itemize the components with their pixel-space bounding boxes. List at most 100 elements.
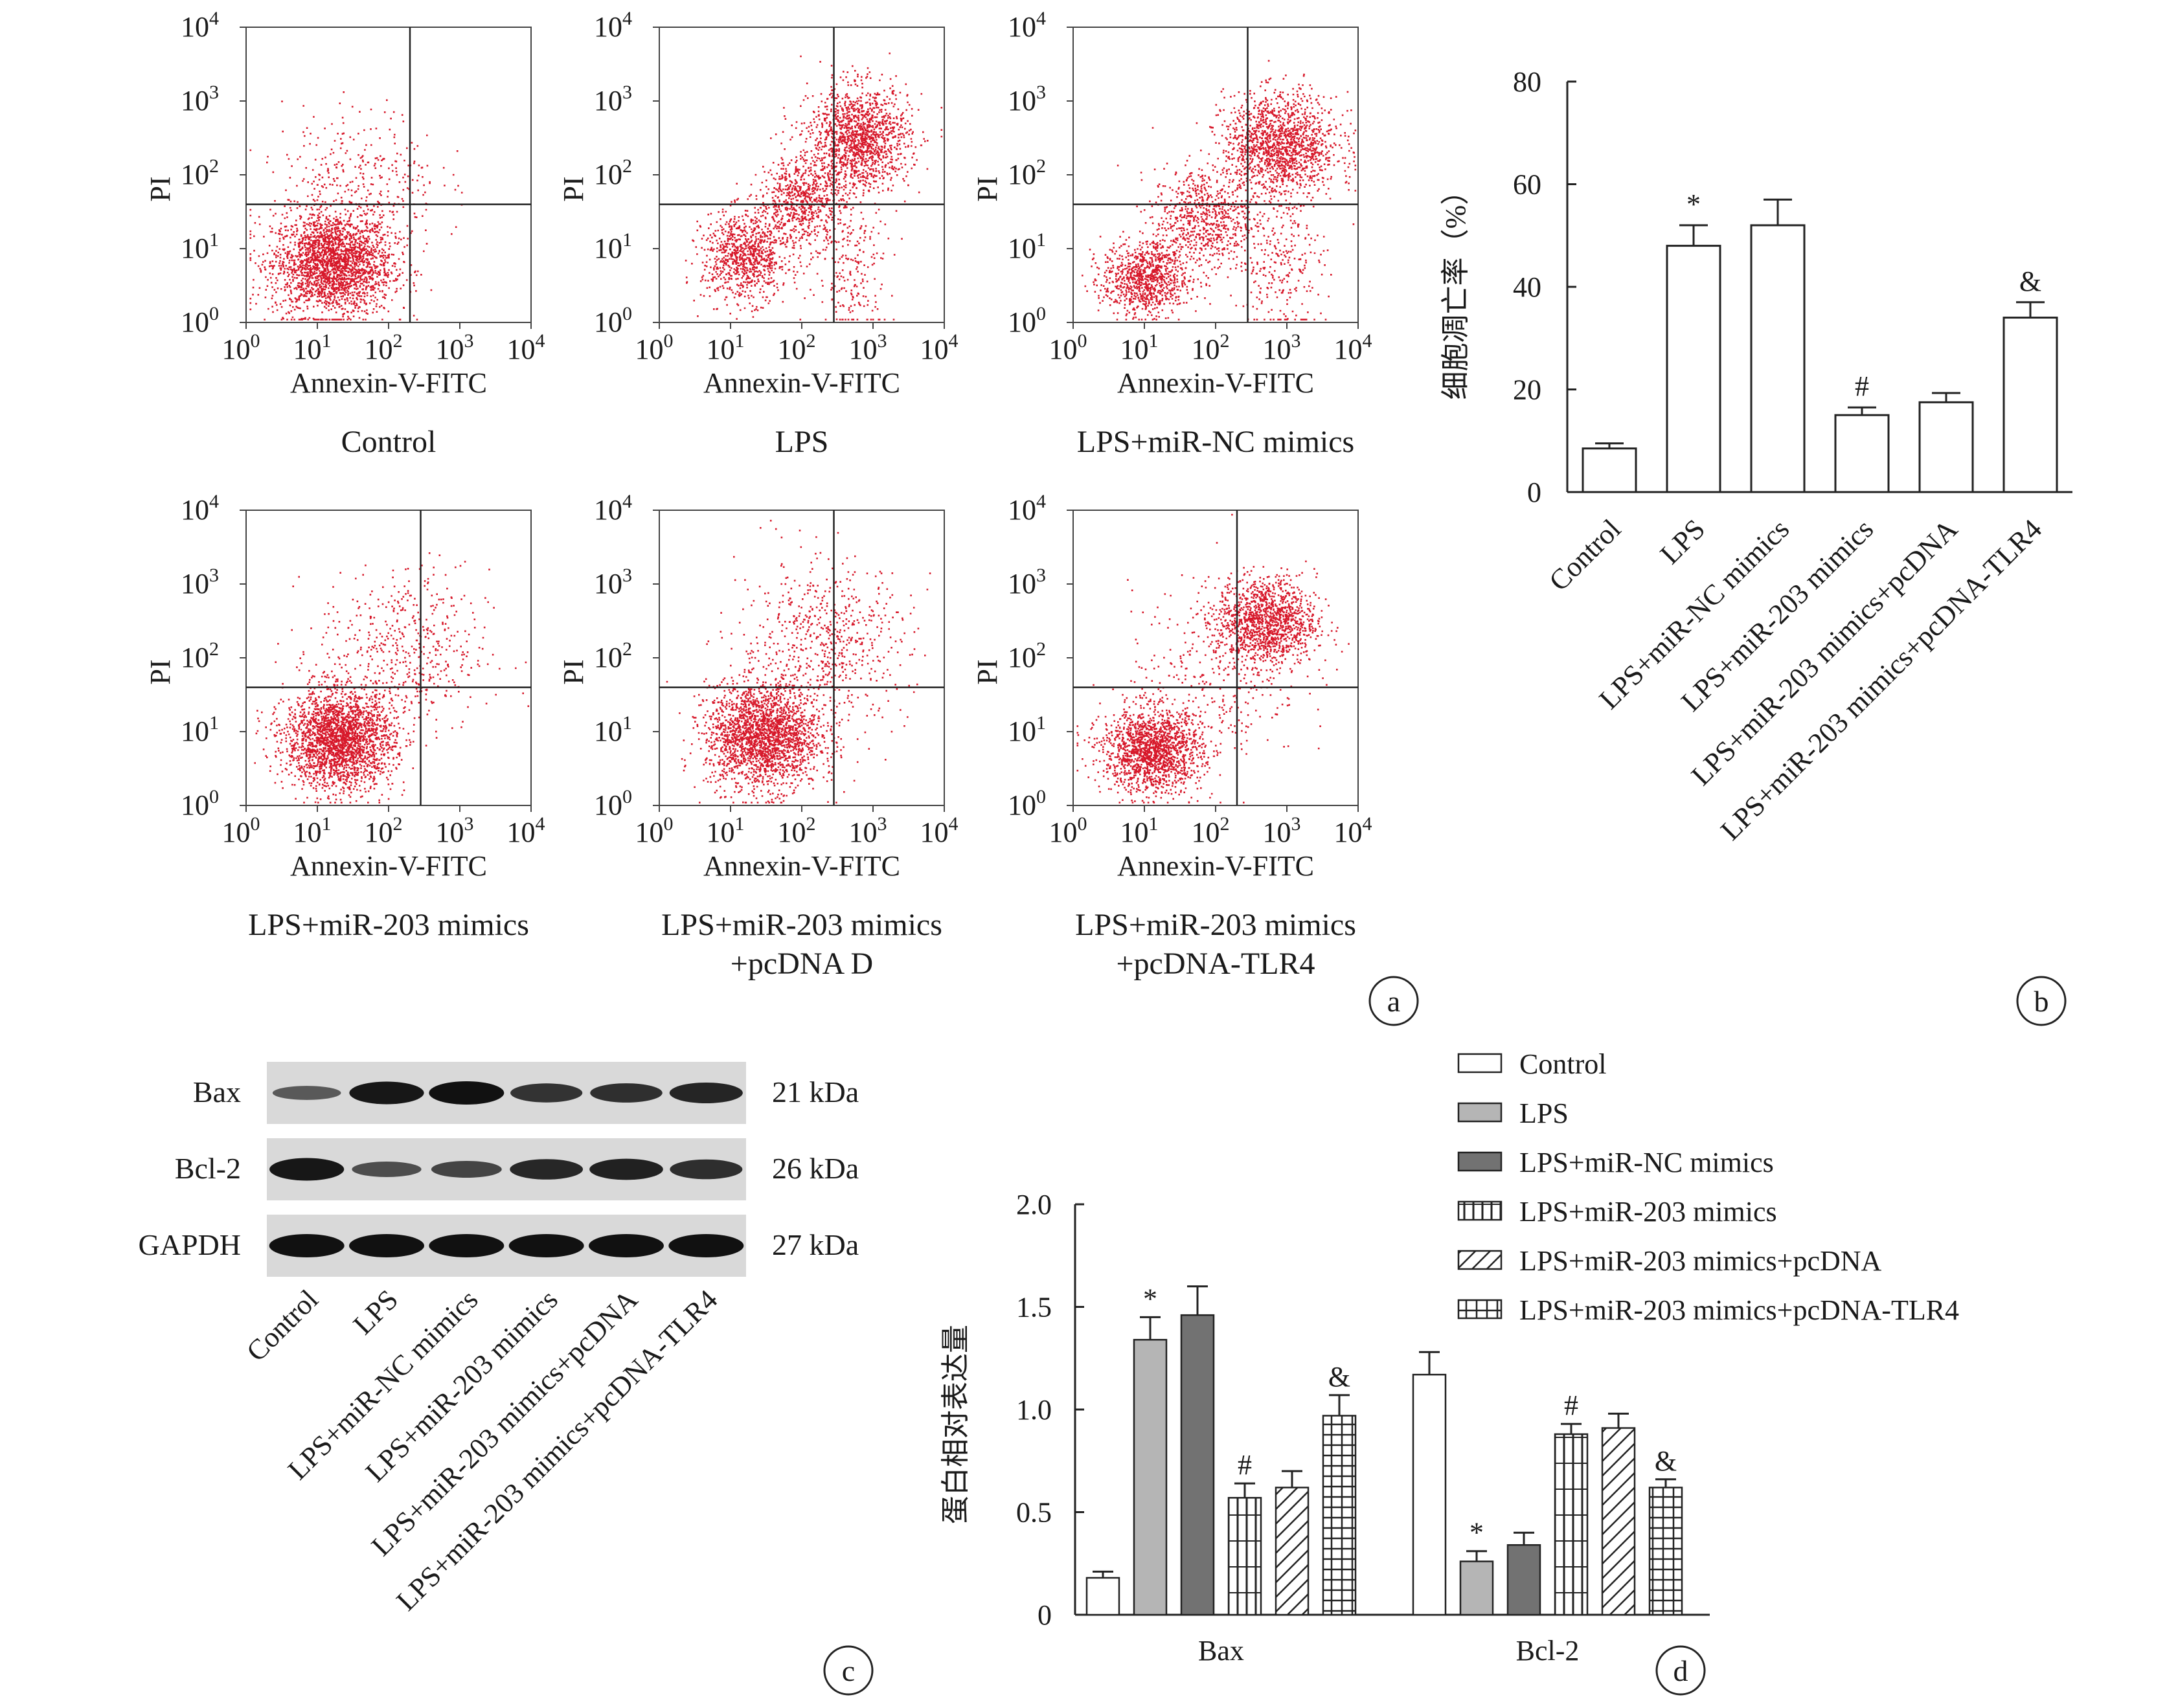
y-tick-label: 40 <box>1513 271 1541 303</box>
tick-base: 10 <box>222 333 251 365</box>
tick-exponent: 4 <box>209 491 219 512</box>
y-tick-label: 102 <box>181 638 219 673</box>
y-tick-label: 103 <box>181 82 219 117</box>
tick-exponent: 3 <box>1036 82 1046 103</box>
tick-base: 10 <box>594 306 622 338</box>
y-tick-label: 1.5 <box>1016 1292 1052 1323</box>
x-tick-label: 101 <box>707 813 745 848</box>
event-dots <box>685 52 943 320</box>
y-tick-label: 104 <box>594 491 632 526</box>
tick-base: 10 <box>181 85 209 117</box>
protein-band <box>269 1234 345 1257</box>
tick-base: 10 <box>1120 333 1149 365</box>
tick-base: 10 <box>1008 568 1036 600</box>
tick-base: 10 <box>436 816 464 848</box>
tick-base: 10 <box>507 333 536 365</box>
tick-exponent: 0 <box>622 303 632 324</box>
y-tick-label: 100 <box>181 303 219 338</box>
tick-exponent: 1 <box>322 330 332 352</box>
svg-text:a: a <box>1387 985 1400 1018</box>
tick-exponent: 3 <box>622 82 632 103</box>
protein-band <box>352 1162 422 1177</box>
y-tick-label: 104 <box>594 8 632 43</box>
y-tick-label: 102 <box>1008 155 1046 190</box>
bar <box>1412 1373 1447 1616</box>
lane-label: Control <box>240 1283 324 1367</box>
bar <box>1322 1415 1357 1616</box>
y-axis-label: 细胞凋亡率（%） <box>1440 177 1471 400</box>
x-tick-label: 101 <box>293 813 332 848</box>
significance-mark: # <box>1564 1389 1578 1421</box>
x-tick-label: Bax <box>1198 1635 1244 1667</box>
y-axis-label: PI <box>144 659 176 684</box>
tick-exponent: 0 <box>1036 786 1046 807</box>
tick-exponent: 4 <box>1363 330 1372 352</box>
y-tick-label: 103 <box>1008 565 1046 600</box>
legend-label: LPS <box>1519 1097 1569 1129</box>
bar <box>1750 224 1806 493</box>
tick-exponent: 2 <box>622 638 632 660</box>
x-tick-label: 102 <box>778 813 816 848</box>
event-points <box>1082 60 1357 320</box>
tick-base: 10 <box>181 494 209 526</box>
tick-exponent: 4 <box>622 491 632 512</box>
blot-row: Bax 21 kDa <box>193 1062 859 1124</box>
y-axis-label: PI <box>971 176 1003 201</box>
y-tick-label: 103 <box>181 565 219 600</box>
tick-base: 10 <box>1008 494 1036 526</box>
event-dots <box>666 519 931 803</box>
tick-exponent: 1 <box>735 813 745 835</box>
tick-base: 10 <box>1263 816 1291 848</box>
tick-exponent: 4 <box>1036 8 1046 29</box>
tick-exponent: 2 <box>393 813 403 835</box>
x-tick-label: 103 <box>1263 330 1301 365</box>
bar <box>1227 1497 1262 1616</box>
flow-plot: 100100101101102102103103104104Annexin-V-… <box>144 8 545 459</box>
y-tick-label: 100 <box>594 786 632 821</box>
bar <box>1582 447 1637 493</box>
y-tick-label: 102 <box>1008 638 1046 673</box>
x-tick-label: 103 <box>849 330 887 365</box>
event-dots <box>249 91 463 320</box>
legend-swatch <box>1457 1053 1503 1073</box>
tick-exponent: 1 <box>1036 712 1046 734</box>
x-tick-label: 102 <box>365 813 403 848</box>
tick-exponent: 0 <box>622 786 632 807</box>
y-tick-label: 101 <box>1008 229 1046 264</box>
y-axis-label: 蛋白相对表达量 <box>940 1325 971 1524</box>
significance-mark: # <box>1855 370 1869 402</box>
legend-swatch <box>1457 1151 1503 1172</box>
tick-exponent: 1 <box>735 330 745 352</box>
plot-caption: LPS+miR-203 mimics <box>1075 908 1356 942</box>
tick-exponent: 2 <box>806 813 816 835</box>
tick-base: 10 <box>1008 232 1036 264</box>
tick-base: 10 <box>594 232 622 264</box>
tick-base: 10 <box>920 816 949 848</box>
significance-mark: * <box>1469 1517 1484 1549</box>
panel-a-label: a <box>1368 976 1419 1026</box>
tick-base: 10 <box>181 306 209 338</box>
y-axis-label: PI <box>558 176 589 201</box>
protein-band <box>510 1083 583 1103</box>
x-tick-label: 101 <box>707 330 745 365</box>
tick-exponent: 3 <box>464 330 474 352</box>
x-tick-label: 104 <box>507 813 545 848</box>
bar <box>1275 1487 1310 1616</box>
x-tick-label: 101 <box>1120 813 1159 848</box>
panel-c-label: c <box>823 1645 874 1696</box>
flow-plot: 100100101101102102103103104104Annexin-V-… <box>558 491 959 981</box>
tick-exponent: 3 <box>1036 565 1046 586</box>
tick-base: 10 <box>594 789 622 821</box>
tick-exponent: 1 <box>622 712 632 734</box>
tick-base: 10 <box>181 159 209 190</box>
tick-base: 10 <box>594 11 622 43</box>
bar <box>2002 317 2058 493</box>
y-tick-label: 102 <box>594 155 632 190</box>
protein-band <box>349 1234 424 1257</box>
bar <box>1601 1427 1636 1616</box>
tick-base: 10 <box>778 333 806 365</box>
protein-band <box>272 1086 341 1100</box>
tick-base: 10 <box>1008 715 1036 747</box>
tick-exponent: 0 <box>209 786 219 807</box>
